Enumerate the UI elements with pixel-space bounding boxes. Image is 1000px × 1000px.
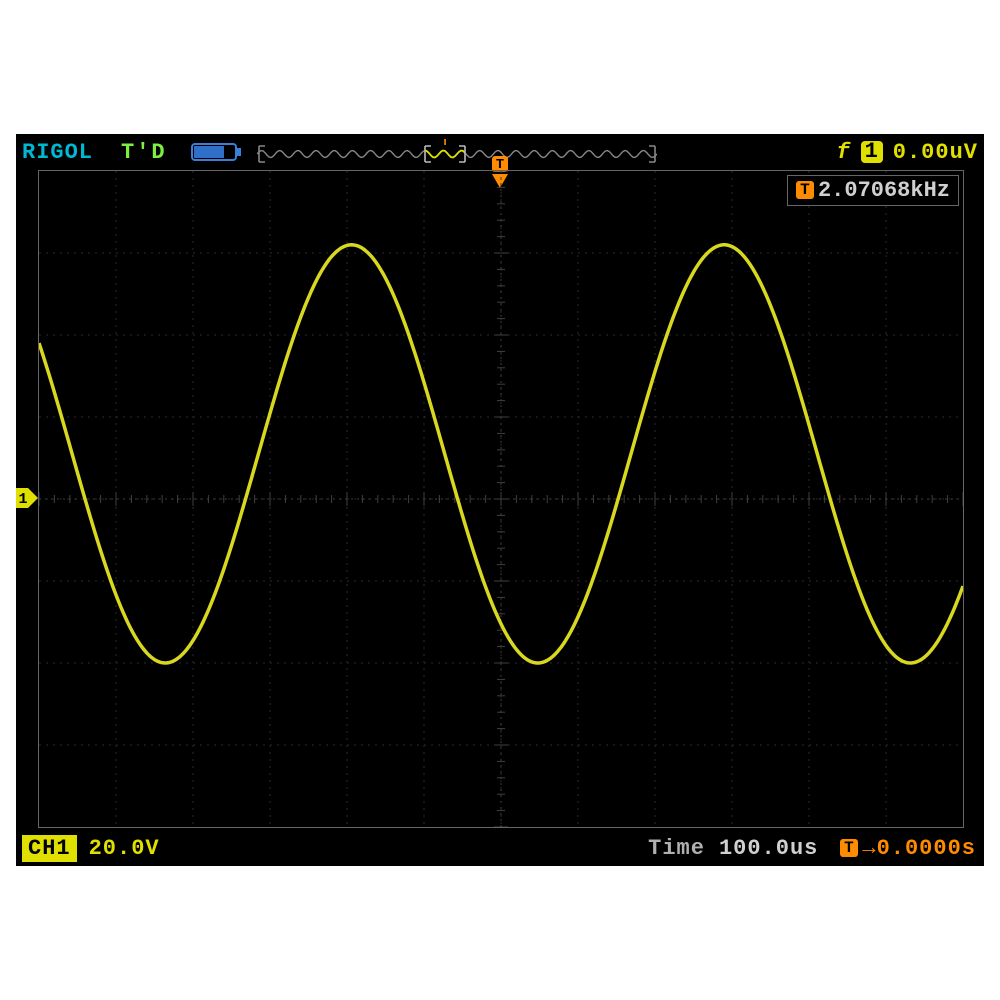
channel-1-ground-marker[interactable]: 1 — [16, 486, 38, 510]
svg-text:1: 1 — [18, 491, 27, 508]
trigger-level-value: 0.00uV — [893, 140, 978, 165]
trigger-t-icon: T — [796, 181, 814, 199]
trigger-t-icon-small: T — [840, 839, 858, 857]
trigger-channel-badge: 1 — [861, 141, 883, 163]
timebase-label: Time — [648, 836, 705, 861]
brand-label: RIGOL — [22, 140, 93, 165]
trigger-readout: f 1 0.00uV — [837, 140, 978, 165]
frequency-counter: T2.07068kHz — [787, 175, 959, 206]
bottom-status-bar: CH1 20.0V Time 100.0us T→0.0000s — [16, 830, 984, 866]
timebase-value: 100.0us — [719, 836, 818, 861]
memory-buffer-bar: T — [257, 139, 657, 165]
channel-1-badge: CH1 — [22, 835, 77, 862]
volts-per-div: 20.0V — [89, 836, 160, 861]
run-status: T'D — [121, 140, 167, 165]
waveform-grid[interactable]: T2.07068kHz — [38, 170, 964, 828]
svg-text:T: T — [441, 139, 448, 149]
oscilloscope-screen: RIGOL T'D T f 1 0.00uV T T2.07068k — [16, 134, 984, 866]
grid-svg — [39, 171, 963, 827]
frequency-value: 2.07068kHz — [818, 178, 950, 203]
trigger-offset-value: 0.0000s — [877, 836, 976, 861]
rising-edge-icon: f — [837, 140, 851, 165]
trigger-offset: T→0.0000s — [840, 836, 976, 861]
battery-icon — [191, 141, 243, 163]
